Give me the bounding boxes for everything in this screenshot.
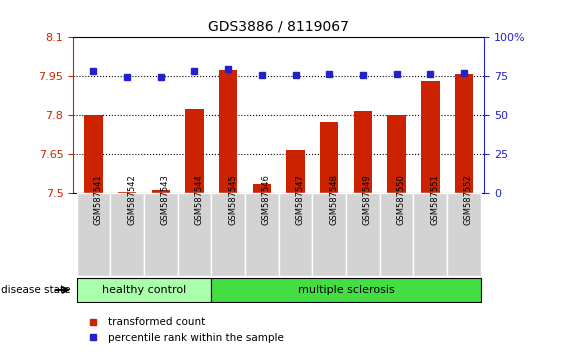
Bar — [253, 184, 271, 193]
Bar — [219, 70, 238, 193]
Text: disease state: disease state — [1, 285, 70, 295]
Bar — [346, 193, 380, 276]
Text: GSM587544: GSM587544 — [194, 174, 203, 225]
Text: GSM587547: GSM587547 — [296, 174, 305, 225]
Bar — [380, 193, 413, 276]
Bar — [413, 193, 447, 276]
Bar — [118, 192, 136, 193]
Bar — [312, 193, 346, 276]
Text: GSM587542: GSM587542 — [127, 174, 136, 225]
Bar — [211, 193, 245, 276]
Bar — [279, 193, 312, 276]
Bar — [110, 193, 144, 276]
Bar — [387, 115, 406, 193]
Bar — [177, 193, 211, 276]
Text: GSM587552: GSM587552 — [464, 174, 473, 225]
Text: GSM587551: GSM587551 — [430, 174, 439, 225]
Bar — [151, 190, 170, 193]
Bar — [77, 278, 211, 302]
Text: GSM587545: GSM587545 — [228, 174, 237, 225]
Bar — [144, 193, 177, 276]
Text: GSM587546: GSM587546 — [262, 174, 271, 225]
Bar — [286, 150, 305, 193]
Text: healthy control: healthy control — [102, 285, 186, 295]
Bar — [84, 115, 102, 193]
Bar — [320, 121, 338, 193]
Legend: transformed count, percentile rank within the sample: transformed count, percentile rank withi… — [78, 313, 288, 347]
Text: multiple sclerosis: multiple sclerosis — [298, 285, 395, 295]
Text: GSM587548: GSM587548 — [329, 174, 338, 225]
Text: GSM587543: GSM587543 — [161, 174, 170, 225]
Title: GDS3886 / 8119067: GDS3886 / 8119067 — [208, 19, 349, 33]
Bar — [77, 193, 110, 276]
Text: GSM587541: GSM587541 — [93, 174, 102, 225]
Bar — [211, 278, 481, 302]
Text: GSM587549: GSM587549 — [363, 174, 372, 225]
Bar — [421, 81, 440, 193]
Bar — [447, 193, 481, 276]
Bar — [354, 111, 372, 193]
Bar — [185, 109, 204, 193]
Text: GSM587550: GSM587550 — [396, 174, 405, 225]
Bar — [245, 193, 279, 276]
Bar — [455, 74, 473, 193]
